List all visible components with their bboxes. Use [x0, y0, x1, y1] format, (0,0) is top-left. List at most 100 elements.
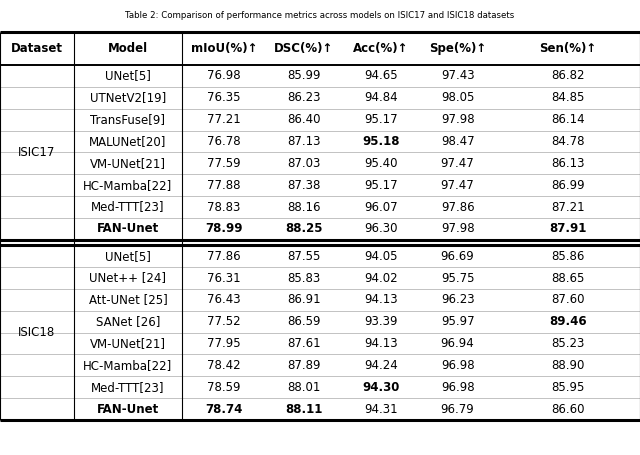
Text: HC-Mamba[22]: HC-Mamba[22] — [83, 359, 173, 372]
Text: 97.98: 97.98 — [441, 222, 474, 235]
Text: 89.46: 89.46 — [549, 315, 587, 328]
Text: 85.95: 85.95 — [551, 381, 585, 394]
Text: 96.07: 96.07 — [364, 201, 397, 213]
Text: 94.24: 94.24 — [364, 359, 397, 372]
Text: UNet[5]: UNet[5] — [105, 70, 151, 82]
Text: 76.35: 76.35 — [207, 91, 241, 104]
Text: 87.89: 87.89 — [287, 359, 321, 372]
Text: 95.18: 95.18 — [362, 135, 399, 148]
Text: 94.05: 94.05 — [364, 250, 397, 263]
Text: 98.47: 98.47 — [441, 135, 474, 148]
Text: 96.98: 96.98 — [441, 359, 474, 372]
Text: Med-TTT[23]: Med-TTT[23] — [92, 201, 164, 213]
Text: 95.17: 95.17 — [364, 113, 397, 126]
Text: Table 2: Comparison of performance metrics across models on ISIC17 and ISIC18 da: Table 2: Comparison of performance metri… — [125, 11, 515, 20]
Text: Spe(%)↑: Spe(%)↑ — [429, 42, 486, 55]
Text: 88.01: 88.01 — [287, 381, 321, 394]
Text: 86.82: 86.82 — [551, 70, 585, 82]
Text: 85.99: 85.99 — [287, 70, 321, 82]
Text: 88.11: 88.11 — [285, 403, 323, 415]
Text: VM-UNet[21]: VM-UNet[21] — [90, 157, 166, 170]
Text: Acc(%)↑: Acc(%)↑ — [353, 42, 408, 55]
Text: Att-UNet [25]: Att-UNet [25] — [88, 293, 168, 306]
Text: 87.60: 87.60 — [551, 293, 585, 306]
Text: 97.47: 97.47 — [441, 157, 474, 170]
Text: 96.69: 96.69 — [441, 250, 474, 263]
Text: 76.31: 76.31 — [207, 272, 241, 284]
Text: 77.88: 77.88 — [207, 179, 241, 192]
Text: 94.13: 94.13 — [364, 337, 397, 350]
Text: 86.14: 86.14 — [551, 113, 585, 126]
Text: 88.16: 88.16 — [287, 201, 321, 213]
Text: 78.74: 78.74 — [205, 403, 243, 415]
Text: 87.21: 87.21 — [551, 201, 585, 213]
Text: ISIC17: ISIC17 — [18, 146, 56, 159]
Text: 77.21: 77.21 — [207, 113, 241, 126]
Text: 86.23: 86.23 — [287, 91, 321, 104]
Text: 87.61: 87.61 — [287, 337, 321, 350]
Text: 87.13: 87.13 — [287, 135, 321, 148]
Text: Dataset: Dataset — [11, 42, 63, 55]
Text: 95.75: 95.75 — [441, 272, 474, 284]
Text: 85.23: 85.23 — [551, 337, 585, 350]
Text: 96.23: 96.23 — [441, 293, 474, 306]
Text: 77.59: 77.59 — [207, 157, 241, 170]
Text: 95.17: 95.17 — [364, 179, 397, 192]
Text: 94.84: 94.84 — [364, 91, 397, 104]
Text: 76.98: 76.98 — [207, 70, 241, 82]
Text: 77.95: 77.95 — [207, 337, 241, 350]
Text: 97.86: 97.86 — [441, 201, 474, 213]
Text: 94.30: 94.30 — [362, 381, 399, 394]
Text: 86.59: 86.59 — [287, 315, 321, 328]
Text: VM-UNet[21]: VM-UNet[21] — [90, 337, 166, 350]
Text: UNet[5]: UNet[5] — [105, 250, 151, 263]
Text: 96.30: 96.30 — [364, 222, 397, 235]
Text: FAN-Unet: FAN-Unet — [97, 222, 159, 235]
Text: 88.90: 88.90 — [551, 359, 585, 372]
Text: 78.83: 78.83 — [207, 201, 241, 213]
Text: SANet [26]: SANet [26] — [96, 315, 160, 328]
Text: 76.78: 76.78 — [207, 135, 241, 148]
Text: ISIC18: ISIC18 — [18, 326, 56, 339]
Text: 78.99: 78.99 — [205, 222, 243, 235]
Text: 97.43: 97.43 — [441, 70, 474, 82]
Text: Model: Model — [108, 42, 148, 55]
Text: 94.31: 94.31 — [364, 403, 397, 415]
Text: 87.38: 87.38 — [287, 179, 321, 192]
Text: FAN-Unet: FAN-Unet — [97, 403, 159, 415]
Text: Sen(%)↑: Sen(%)↑ — [540, 42, 596, 55]
Text: UNet++ [24]: UNet++ [24] — [90, 272, 166, 284]
Text: 87.91: 87.91 — [549, 222, 587, 235]
Text: 86.60: 86.60 — [551, 403, 585, 415]
Text: 97.98: 97.98 — [441, 113, 474, 126]
Text: 88.25: 88.25 — [285, 222, 323, 235]
Text: 94.02: 94.02 — [364, 272, 397, 284]
Text: Med-TTT[23]: Med-TTT[23] — [92, 381, 164, 394]
Text: MALUNet[20]: MALUNet[20] — [90, 135, 166, 148]
Text: 84.85: 84.85 — [551, 91, 585, 104]
Text: 78.59: 78.59 — [207, 381, 241, 394]
Text: 86.99: 86.99 — [551, 179, 585, 192]
Text: 86.13: 86.13 — [551, 157, 585, 170]
Text: 96.79: 96.79 — [441, 403, 474, 415]
Text: 97.47: 97.47 — [441, 179, 474, 192]
Text: 87.03: 87.03 — [287, 157, 321, 170]
Text: HC-Mamba[22]: HC-Mamba[22] — [83, 179, 173, 192]
Text: mIoU(%)↑: mIoU(%)↑ — [191, 42, 257, 55]
Text: 86.91: 86.91 — [287, 293, 321, 306]
Text: 84.78: 84.78 — [551, 135, 585, 148]
Text: 96.94: 96.94 — [441, 337, 474, 350]
Text: 76.43: 76.43 — [207, 293, 241, 306]
Text: 86.40: 86.40 — [287, 113, 321, 126]
Text: 95.97: 95.97 — [441, 315, 474, 328]
Text: 94.13: 94.13 — [364, 293, 397, 306]
Text: 78.42: 78.42 — [207, 359, 241, 372]
Text: TransFuse[9]: TransFuse[9] — [90, 113, 166, 126]
Text: 88.65: 88.65 — [551, 272, 585, 284]
Text: 93.39: 93.39 — [364, 315, 397, 328]
Text: 77.86: 77.86 — [207, 250, 241, 263]
Text: 85.86: 85.86 — [551, 250, 585, 263]
Text: 85.83: 85.83 — [287, 272, 321, 284]
Text: 94.65: 94.65 — [364, 70, 397, 82]
Text: 96.98: 96.98 — [441, 381, 474, 394]
